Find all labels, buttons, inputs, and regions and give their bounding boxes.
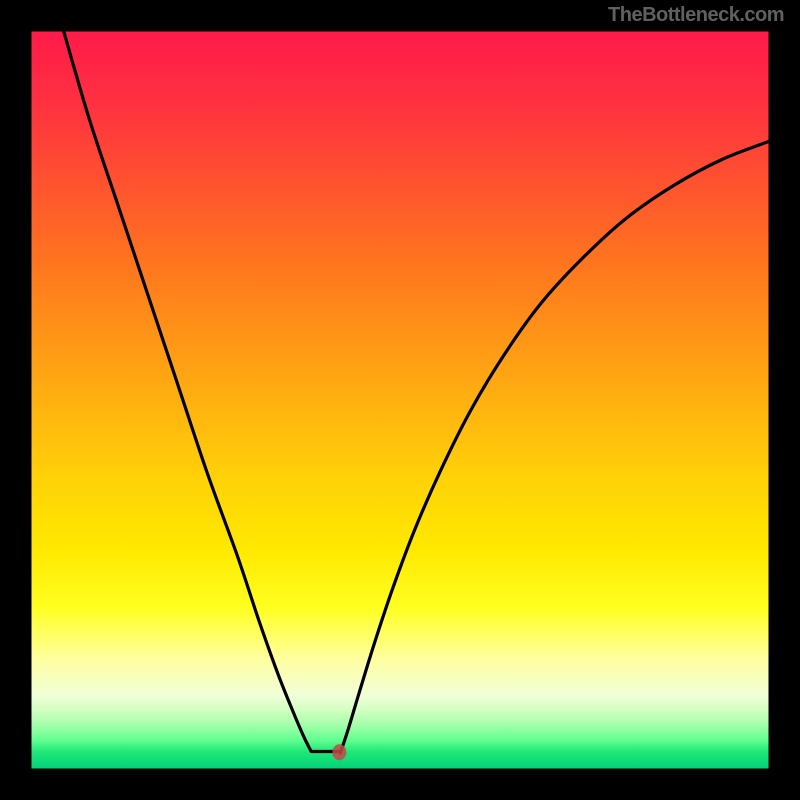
- chart-canvas: [0, 0, 800, 800]
- plot-background: [30, 30, 770, 770]
- optimal-point-marker: [332, 744, 346, 760]
- bottleneck-chart: TheBottleneck.com: [0, 0, 800, 800]
- watermark-text: TheBottleneck.com: [608, 4, 784, 27]
